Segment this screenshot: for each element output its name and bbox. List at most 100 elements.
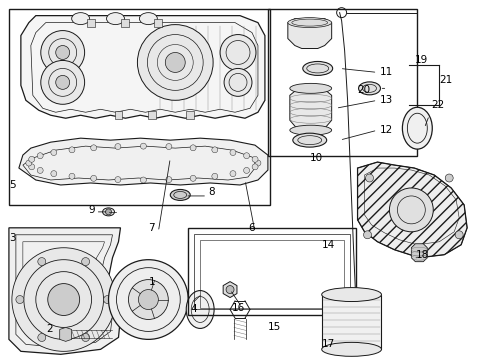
- Text: 13: 13: [379, 95, 392, 105]
- Text: 17: 17: [322, 339, 335, 349]
- Circle shape: [69, 173, 75, 179]
- Circle shape: [56, 75, 70, 89]
- Polygon shape: [60, 328, 72, 341]
- Bar: [148, 111, 156, 119]
- Ellipse shape: [290, 125, 332, 135]
- Ellipse shape: [290, 84, 332, 93]
- Circle shape: [137, 24, 213, 100]
- Polygon shape: [290, 88, 332, 130]
- Text: 4: 4: [190, 305, 197, 315]
- Circle shape: [41, 60, 85, 104]
- Text: 7: 7: [148, 223, 155, 233]
- Text: 19: 19: [415, 55, 428, 66]
- Circle shape: [212, 173, 218, 179]
- Ellipse shape: [186, 291, 214, 328]
- Circle shape: [252, 156, 258, 162]
- Circle shape: [138, 289, 158, 310]
- Circle shape: [48, 284, 80, 315]
- Circle shape: [56, 45, 70, 59]
- Ellipse shape: [293, 133, 327, 147]
- Polygon shape: [9, 228, 121, 354]
- Text: 15: 15: [268, 323, 281, 332]
- Text: 16: 16: [232, 302, 245, 312]
- Bar: [186, 111, 194, 119]
- Ellipse shape: [288, 18, 332, 28]
- Circle shape: [190, 145, 196, 151]
- Text: 2: 2: [46, 324, 52, 334]
- Bar: [322, 294, 382, 349]
- Text: 21: 21: [439, 75, 452, 85]
- Circle shape: [212, 147, 218, 153]
- Circle shape: [51, 171, 57, 177]
- Circle shape: [38, 333, 46, 342]
- Bar: [188, 228, 356, 315]
- Circle shape: [38, 258, 46, 266]
- Circle shape: [226, 285, 234, 293]
- Bar: [200, 240, 343, 307]
- Circle shape: [37, 153, 43, 159]
- Circle shape: [166, 144, 172, 149]
- Bar: [154, 19, 162, 27]
- Bar: [115, 111, 122, 119]
- Text: 1: 1: [148, 276, 155, 287]
- Ellipse shape: [402, 107, 432, 149]
- Circle shape: [12, 248, 116, 351]
- Ellipse shape: [106, 13, 124, 24]
- Text: 6: 6: [248, 223, 255, 233]
- Circle shape: [29, 164, 35, 170]
- Circle shape: [26, 160, 32, 166]
- Circle shape: [252, 164, 258, 170]
- Bar: [9, 9, 270, 205]
- Ellipse shape: [322, 288, 382, 302]
- Circle shape: [37, 167, 43, 174]
- Circle shape: [69, 147, 75, 153]
- Ellipse shape: [171, 189, 190, 201]
- Circle shape: [366, 174, 373, 182]
- Polygon shape: [288, 19, 332, 49]
- Circle shape: [82, 333, 90, 342]
- Polygon shape: [223, 282, 237, 298]
- Circle shape: [91, 145, 97, 151]
- Circle shape: [244, 153, 249, 159]
- Text: 18: 18: [416, 250, 429, 260]
- Text: 12: 12: [379, 125, 392, 135]
- Text: 3: 3: [9, 233, 16, 243]
- Circle shape: [244, 167, 249, 174]
- Circle shape: [445, 174, 453, 182]
- Polygon shape: [358, 162, 467, 258]
- Ellipse shape: [102, 208, 115, 216]
- Circle shape: [224, 68, 252, 96]
- Circle shape: [51, 149, 57, 156]
- Circle shape: [105, 209, 112, 215]
- Circle shape: [108, 260, 188, 339]
- Bar: [122, 19, 129, 27]
- Bar: [268, 9, 417, 156]
- Polygon shape: [21, 15, 265, 118]
- Ellipse shape: [359, 82, 380, 95]
- Polygon shape: [412, 244, 427, 262]
- Circle shape: [220, 35, 256, 71]
- Circle shape: [230, 149, 236, 156]
- Polygon shape: [19, 138, 268, 185]
- Text: 22: 22: [431, 100, 444, 110]
- Circle shape: [455, 231, 463, 239]
- Text: 14: 14: [322, 240, 335, 250]
- Bar: [87, 19, 95, 27]
- Text: 9: 9: [89, 205, 95, 215]
- Circle shape: [165, 53, 185, 72]
- Circle shape: [166, 177, 172, 183]
- Ellipse shape: [322, 342, 382, 356]
- Circle shape: [128, 280, 168, 319]
- Bar: [194, 234, 349, 310]
- Circle shape: [255, 160, 261, 166]
- Circle shape: [115, 177, 121, 183]
- Circle shape: [364, 231, 371, 239]
- Circle shape: [141, 177, 147, 183]
- Text: 11: 11: [379, 67, 392, 77]
- Circle shape: [103, 296, 112, 303]
- Circle shape: [390, 188, 433, 232]
- Circle shape: [141, 143, 147, 149]
- Text: 8: 8: [208, 187, 215, 197]
- Ellipse shape: [303, 62, 333, 75]
- Circle shape: [82, 258, 90, 266]
